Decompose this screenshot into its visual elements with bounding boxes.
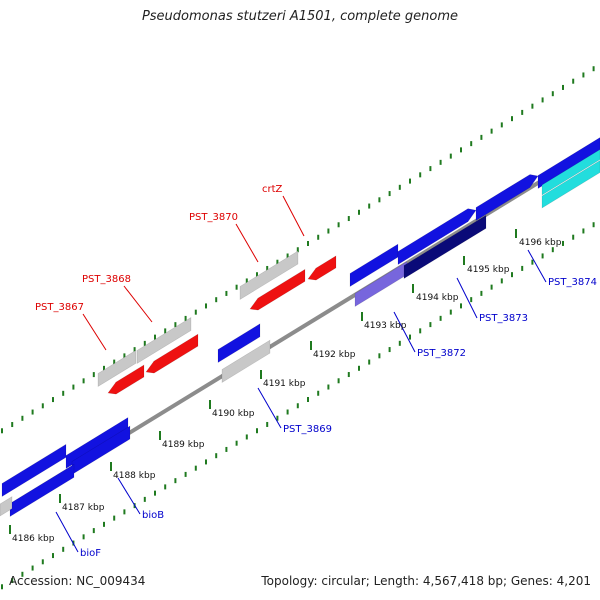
leader-pst3872 <box>393 311 416 353</box>
gene-label-crtZ[interactable]: crtZ <box>262 184 283 195</box>
kbp-label-4191: 4191 kbp <box>263 379 306 389</box>
gene-crtZ-red <box>307 255 337 281</box>
gene-pst3869-grey <box>221 339 271 384</box>
gene-pst3874-blue <box>475 174 539 222</box>
gene-features <box>0 137 600 518</box>
leader-pst3873 <box>456 277 478 319</box>
gene-pst3873-navy <box>403 214 487 280</box>
accession-text: Accession: NC_009434 <box>9 574 146 588</box>
kbp-label-4196: 4196 kbp <box>519 238 562 248</box>
gene-pst3870-red <box>249 268 306 311</box>
gene-pst3867-grey <box>97 349 137 388</box>
gene-pst3873-blue <box>397 208 477 266</box>
gene-label-pst3874[interactable]: PST_3874 <box>548 277 597 288</box>
kbp-label-4187: 4187 kbp <box>62 503 105 513</box>
gene-label-bioB[interactable]: bioB <box>142 510 164 521</box>
topology-summary-text: Topology: circular; Length: 4,567,418 bp… <box>261 574 591 588</box>
kbp-label-4189: 4189 kbp <box>162 440 205 450</box>
gene-bioF-blue-2 <box>9 463 75 518</box>
leader-pst3870 <box>235 223 259 263</box>
kbp-label-4190: 4190 kbp <box>212 409 255 419</box>
gene-cyan-right <box>541 160 600 209</box>
gene-blue-right <box>537 137 600 190</box>
leader-bioF <box>55 511 79 553</box>
gene-pst3870-grey <box>239 250 299 301</box>
gene-pst3869-blue <box>217 323 261 364</box>
gene-label-pst3867[interactable]: PST_3867 <box>35 302 84 313</box>
kbp-label-4193: 4193 kbp <box>364 321 407 331</box>
gene-label-pst3870[interactable]: PST_3870 <box>189 212 238 223</box>
gene-label-pst3868[interactable]: PST_3868 <box>82 274 131 285</box>
leader-bioB <box>117 477 141 515</box>
leader-pst3867 <box>82 313 107 351</box>
gene-bioF-blue <box>1 443 67 498</box>
kbp-label-4192: 4192 kbp <box>313 350 356 360</box>
label-leaders <box>55 195 547 553</box>
map-title: Pseudomonas stutzeri A1501, complete gen… <box>141 9 459 24</box>
gene-label-pst3869[interactable]: PST_3869 <box>283 424 332 435</box>
gene-label-bioF[interactable]: bioF <box>80 548 101 559</box>
gene-pst3868-grey <box>136 316 192 365</box>
kbp-label-4186: 4186 kbp <box>12 534 55 544</box>
leader-pst3869 <box>257 387 282 429</box>
leader-pst3868 <box>123 285 153 323</box>
kbp-label-4194: 4194 kbp <box>416 293 459 303</box>
gene-label-pst3872[interactable]: PST_3872 <box>417 348 466 359</box>
gene-grey-left <box>0 496 13 517</box>
kbp-label-4188: 4188 kbp <box>113 471 156 481</box>
leader-pst3874 <box>527 249 547 283</box>
kbp-label-4195: 4195 kbp <box>467 265 510 275</box>
leader-crtZ <box>282 195 305 237</box>
gene-cyan-right-2 <box>541 149 600 196</box>
gene-pst3867-red <box>107 364 145 395</box>
gene-pst3868-red <box>145 333 199 374</box>
gene-label-pst3873[interactable]: PST_3873 <box>479 313 528 324</box>
